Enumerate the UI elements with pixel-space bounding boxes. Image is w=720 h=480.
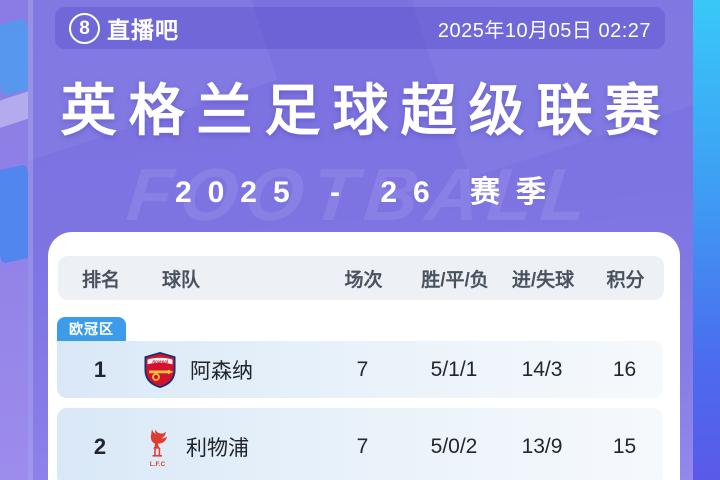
played-value: 7 (356, 357, 369, 381)
season-subtitle: 2025 - 26 赛季 (174, 176, 563, 209)
left-strip-blob (0, 18, 28, 96)
arsenal-crest-label: Arsenal (151, 358, 169, 363)
goals-value: 13/9 (521, 435, 563, 458)
rank-value: 1 (93, 356, 107, 382)
top-bar: 8 直播吧 2025年10月05日 02:27 (55, 7, 665, 49)
table-row-liverpool[interactable]: 2 L.F.C 利物浦 7 5/0/2 13/9 15 (57, 408, 663, 480)
column-header-points: 积分 (606, 269, 645, 291)
played-value: 7 (356, 435, 369, 458)
logo-8-icon: 8 (69, 12, 100, 44)
arsenal-crest-icon: Arsenal (144, 351, 176, 388)
champions-league-zone-badge: 欧冠区 (57, 317, 126, 341)
liverpool-crest-label: L.F.C (150, 461, 166, 468)
points-value: 16 (612, 357, 637, 381)
team-cell: Arsenal 阿森纳 (143, 351, 315, 389)
rank-value: 2 (93, 434, 107, 459)
table-header-row: 排名 球队 场次 胜/平/负 进/失球 积分 (58, 256, 664, 300)
team-name: 利物浦 (186, 437, 249, 460)
poster-left-edge (28, 0, 33, 480)
bg-right-decoration (693, 0, 720, 480)
table-row-arsenal[interactable]: 1 Arsenal 阿森纳 7 5/1/1 14/3 16 (57, 341, 663, 398)
page-title: 英格兰足球超级联赛 (60, 79, 673, 142)
wdl-value: 5/0/2 (430, 435, 478, 458)
standings-card: 排名 球队 场次 胜/平/负 进/失球 积分 欧冠区 1 Arsenal 阿森 (48, 232, 680, 480)
team-name: 阿森纳 (190, 359, 253, 383)
datetime-text: 2025年10月05日 02:27 (437, 19, 651, 42)
column-header-team: 球队 (162, 269, 201, 291)
wdl-value: 5/1/1 (430, 357, 478, 381)
points-value: 15 (612, 435, 637, 458)
column-header-rank: 排名 (81, 269, 120, 291)
goals-value: 14/3 (521, 357, 563, 381)
liverpool-crest-icon: L.F.C (150, 429, 167, 468)
app-logo-text: 直播吧 (107, 17, 179, 43)
bg-left-decoration (0, 0, 28, 480)
column-header-wdl: 胜/平/负 (421, 269, 489, 291)
column-header-goals: 进/失球 (511, 269, 575, 291)
left-strip-blob (0, 164, 28, 264)
app-logo[interactable]: 8 直播吧 (69, 11, 179, 45)
team-cell: L.F.C 利物浦 (143, 426, 315, 468)
column-header-played: 场次 (344, 269, 383, 291)
